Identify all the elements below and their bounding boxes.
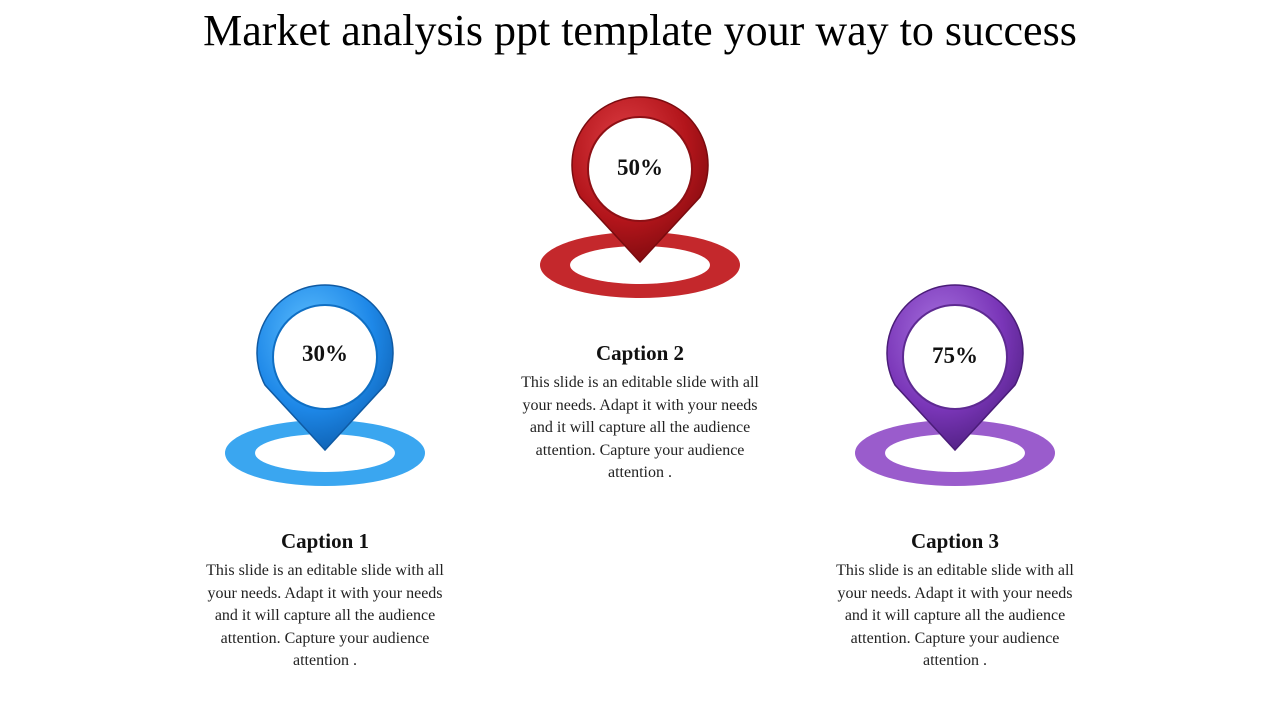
percent-label-3: 75% xyxy=(932,343,978,368)
caption-block-2: Caption 2 This slide is an editable slid… xyxy=(510,340,770,485)
caption-text-3: This slide is an editable slide with all… xyxy=(836,562,1074,670)
caption-block-1: Caption 1 This slide is an editable slid… xyxy=(195,528,455,673)
percent-label-2: 50% xyxy=(617,155,663,180)
caption-text-2: This slide is an editable slide with all… xyxy=(521,374,759,482)
percent-label-1: 30% xyxy=(302,341,348,366)
caption-text-1: This slide is an editable slide with all… xyxy=(206,562,444,670)
caption-heading-2: Caption 2 xyxy=(595,341,685,365)
caption-heading-3: Caption 3 xyxy=(910,529,1000,553)
slide-title: Market analysis ppt template your way to… xyxy=(203,6,1077,55)
caption-heading-1: Caption 1 xyxy=(280,529,370,553)
caption-block-3: Caption 3 This slide is an editable slid… xyxy=(825,528,1085,673)
location-pin-1: 30% xyxy=(220,284,430,495)
location-pin-2: 50% xyxy=(535,96,745,307)
location-pin-3: 75% xyxy=(850,284,1060,495)
